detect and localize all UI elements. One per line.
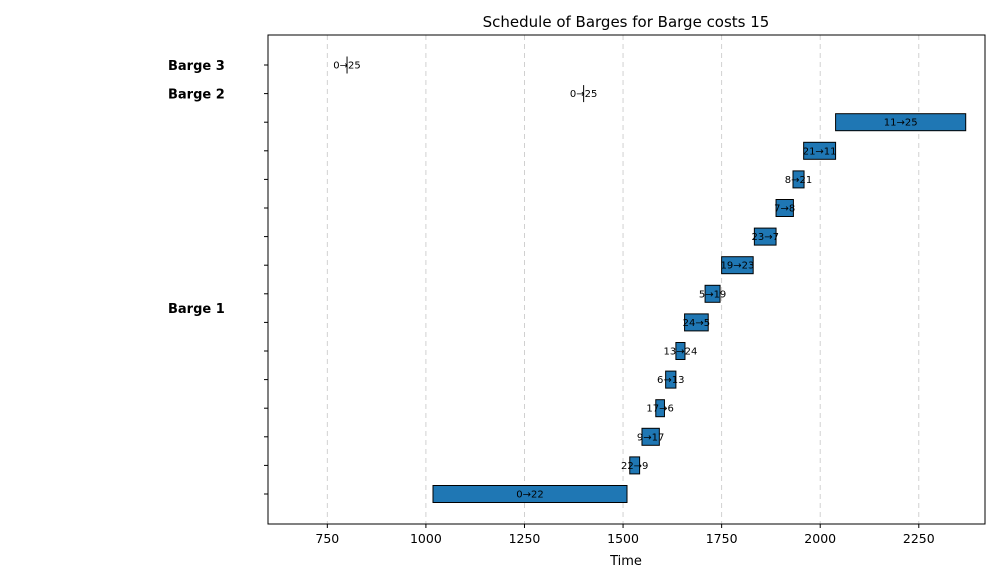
gantt-bar [775,199,794,217]
bar-label: 23→7 [751,232,778,243]
bar-label: 7→8 [774,204,795,215]
gantt-bar [803,141,837,160]
bar-label: 0→25 [570,89,597,100]
gantt-bar [655,399,665,418]
bar-label: 19→23 [720,261,754,272]
bar-label: 5→19 [699,289,726,300]
plot-frame [267,34,986,525]
barge-label: Barge 1 [168,302,225,317]
gantt-bar [753,227,777,246]
tick-layer: 750 1000 1250 1500 1750 2000 2250 [264,64,935,546]
bar-label: 11→25 [884,118,918,129]
gantt-bar [721,256,754,275]
gantt-bar [684,313,709,332]
bar-layer [346,56,967,503]
bar-label: 24→5 [683,318,710,329]
x-tick-label: 2250 [903,531,935,546]
bar-label: 21→11 [803,146,837,157]
x-tick-label: 1000 [410,531,442,546]
bar-label: 9→17 [637,432,664,443]
gantt-bar [432,485,628,503]
bar-label: 0→25 [333,61,360,72]
bar-label: 6→13 [657,375,684,386]
x-tick-label: 1750 [706,531,738,546]
gantt-bar [835,113,967,132]
gantt-bar [792,170,805,189]
bar-label: 22→9 [621,461,648,472]
bar-label: 8→21 [785,175,812,186]
barge-label: Barge 3 [168,59,225,74]
gantt-bar [704,284,721,303]
bar-label: 0→22 [516,490,543,501]
grid-layer [326,35,920,524]
gantt-bar [675,342,686,360]
x-tick-label: 2000 [804,531,836,546]
gantt-bar [641,427,660,446]
x-tick-label: 750 [315,531,339,546]
gantt-bar [629,456,641,475]
x-axis-label: Time [609,554,642,569]
chart-title: Schedule of Barges for Barge costs 15 [483,13,770,31]
x-tick-label: 1500 [607,531,639,546]
x-tick-label: 1250 [509,531,541,546]
gantt-bar [665,370,677,389]
label-layer: 0→22 22→9 9→17 17→6 6→13 13→24 24→5 5→19 19→23 23… [168,59,918,501]
barge-label: Barge 2 [168,88,225,103]
bar-label: 17→6 [646,404,673,415]
bar-label: 13→24 [664,347,698,358]
